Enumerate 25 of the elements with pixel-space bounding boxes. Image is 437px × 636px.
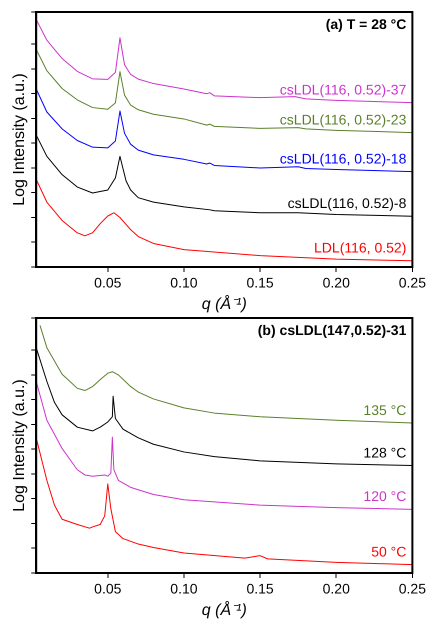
- x-tick-label: 0.05: [94, 580, 122, 596]
- series-label: 128 °C: [363, 444, 406, 460]
- series-label: 50 °C: [371, 543, 406, 560]
- x-tick-label: 0.10: [170, 580, 198, 596]
- series-label: csLDL(116, 0.52)-23: [280, 111, 407, 128]
- y-axis-title: Log Intensity (a.u.): [11, 379, 28, 512]
- series-label: LDL(116, 0.52): [314, 240, 406, 256]
- chart-title: (b) csLDL(147,0.52)-31: [258, 322, 407, 338]
- series-label: csLDL(116, 0.52)-8: [288, 195, 407, 212]
- x-axis-title: q (Å⁻¹): [202, 294, 247, 313]
- chart-title: (a) T = 28 °C: [326, 16, 406, 32]
- x-tick-label: 0.15: [246, 580, 274, 596]
- series-label: csLDL(116, 0.52)-18: [280, 150, 407, 167]
- x-axis-title: q (Å⁻¹): [202, 600, 247, 619]
- x-tick-label: 0.20: [322, 274, 350, 290]
- x-tick-label: 0.05: [94, 274, 122, 290]
- series-label: 135 °C: [363, 402, 406, 418]
- x-tick-label: 0.15: [246, 274, 274, 290]
- series-label: csLDL(116, 0.52)-37: [280, 81, 407, 98]
- x-tick-label: 0.25: [398, 274, 426, 290]
- series-label: 120 °C: [363, 488, 406, 504]
- x-tick-label: 0.20: [322, 580, 350, 596]
- x-tick-label: 0.10: [170, 274, 198, 290]
- x-tick-label: 0.25: [398, 580, 426, 596]
- y-axis-title: Log Intensity (a.u.): [11, 73, 28, 206]
